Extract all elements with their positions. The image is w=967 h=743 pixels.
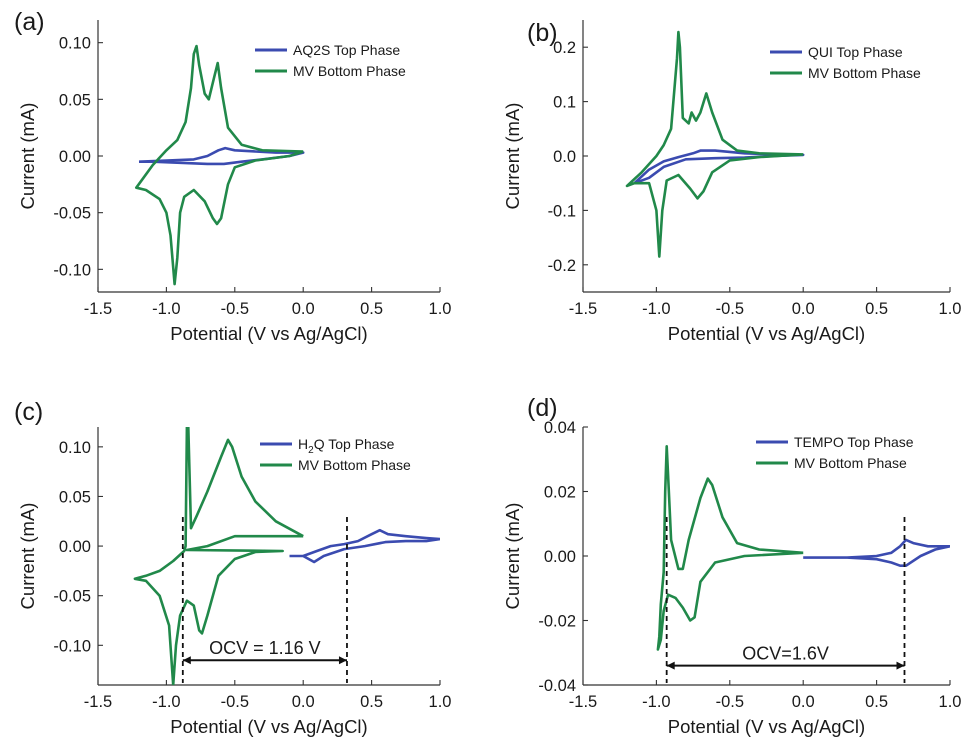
y-axis-label: Current (mA) bbox=[17, 103, 38, 210]
y-tick-label: -0.05 bbox=[53, 588, 91, 606]
ocv-arrowhead-right bbox=[896, 661, 905, 670]
panel-label: (c) bbox=[14, 398, 43, 426]
x-tick-label: 1.0 bbox=[429, 300, 452, 318]
y-tick-label: -0.02 bbox=[538, 613, 576, 631]
panel-3: (c) -1.5 -1.0 -0.5 0.0 0.5 1.0 -0.10 -0.05 0.00 0.… bbox=[14, 398, 451, 737]
x-tick-label: 0.5 bbox=[360, 300, 383, 318]
x-tick-label: -1.0 bbox=[642, 693, 670, 711]
x-axis-label: Potential (V vs Ag/AgCl) bbox=[170, 716, 367, 737]
x-tick-label: -1.0 bbox=[642, 300, 670, 318]
x-tick-label: 0.5 bbox=[865, 693, 888, 711]
x-tick-label: 1.0 bbox=[939, 300, 962, 318]
x-tick-label: 0.5 bbox=[865, 300, 888, 318]
x-axis-label: Potential (V vs Ag/AgCl) bbox=[668, 323, 865, 344]
legend-label: H2Q Top Phase bbox=[298, 436, 395, 456]
y-tick-label: -0.10 bbox=[53, 637, 91, 655]
y-tick-label: 0.1 bbox=[553, 94, 576, 112]
y-tick-label: 0.05 bbox=[59, 488, 91, 506]
x-tick-label: 1.0 bbox=[429, 693, 452, 711]
legend-label: TEMPO Top Phase bbox=[794, 434, 914, 450]
y-tick-label: -0.1 bbox=[548, 202, 576, 220]
series-line-top-phase bbox=[803, 538, 950, 567]
x-tick-label: -0.5 bbox=[221, 693, 249, 711]
ocv-label: OCV = 1.16 V bbox=[209, 638, 321, 658]
panel-label: (b) bbox=[527, 19, 558, 47]
x-tick-label: 0.5 bbox=[360, 693, 383, 711]
y-tick-label: 0.10 bbox=[59, 439, 91, 457]
series-line-top-phase bbox=[138, 146, 305, 166]
series-line-bottom-phase bbox=[656, 445, 804, 651]
x-tick-label: -1.0 bbox=[152, 693, 180, 711]
x-tick-label: -1.5 bbox=[84, 300, 112, 318]
legend-label: MV Bottom Phase bbox=[808, 65, 921, 81]
legend-label: MV Bottom Phase bbox=[298, 457, 411, 473]
x-tick-label: 1.0 bbox=[939, 693, 962, 711]
y-axis-label: Current (mA) bbox=[502, 503, 523, 610]
panel-label: (a) bbox=[14, 8, 45, 36]
x-tick-label: -1.5 bbox=[569, 693, 597, 711]
y-axis-label: Current (mA) bbox=[17, 503, 38, 610]
y-tick-label: 0.05 bbox=[59, 91, 91, 109]
legend-label: AQ2S Top Phase bbox=[293, 42, 400, 58]
y-tick-label: 0.2 bbox=[553, 39, 576, 57]
panel-2: (b) -1.5 -1.0 -0.5 0.0 0.5 1.0 -0.2 -0.1 0.0 0.1 0.… bbox=[502, 19, 961, 344]
y-axis-label: Current (mA) bbox=[502, 103, 523, 210]
y-tick-label: 0.04 bbox=[544, 419, 576, 437]
y-tick-label: -0.05 bbox=[53, 205, 91, 223]
series-line-top-phase bbox=[289, 528, 440, 564]
x-axis-label: Potential (V vs Ag/AgCl) bbox=[668, 716, 865, 737]
legend-label: QUI Top Phase bbox=[808, 44, 903, 60]
x-tick-label: 0.0 bbox=[292, 693, 315, 711]
panel-1: (a) -1.5 -1.0 -0.5 0.0 0.5 1.0 -0.10 -0.05 0.00 0.… bbox=[14, 8, 451, 344]
legend-label: MV Bottom Phase bbox=[794, 455, 907, 471]
x-tick-label: -1.0 bbox=[152, 300, 180, 318]
ocv-label: OCV=1.6V bbox=[742, 644, 829, 664]
y-tick-label: 0.02 bbox=[544, 484, 576, 502]
ocv-arrowhead-left bbox=[182, 656, 191, 665]
y-tick-label: 0.00 bbox=[59, 538, 91, 556]
y-tick-label: 0.00 bbox=[59, 148, 91, 166]
x-tick-label: 0.0 bbox=[792, 300, 815, 318]
series-line-bottom-phase bbox=[133, 427, 304, 685]
x-tick-label: -1.5 bbox=[84, 693, 112, 711]
y-tick-label: -0.2 bbox=[548, 257, 576, 275]
y-tick-label: 0.10 bbox=[59, 35, 91, 53]
y-tick-label: -0.10 bbox=[53, 261, 91, 279]
x-tick-label: 0.0 bbox=[292, 300, 315, 318]
ocv-arrowhead-right bbox=[338, 656, 347, 665]
x-tick-label: -1.5 bbox=[569, 300, 597, 318]
x-tick-label: -0.5 bbox=[716, 300, 744, 318]
series-line-bottom-phase bbox=[135, 44, 304, 286]
x-tick-label: 0.0 bbox=[792, 693, 815, 711]
ocv-arrowhead-left bbox=[666, 661, 675, 670]
y-tick-label: 0.0 bbox=[553, 148, 576, 166]
x-axis-label: Potential (V vs Ag/AgCl) bbox=[170, 323, 367, 344]
series-line-bottom-phase bbox=[625, 30, 804, 258]
x-tick-label: -0.5 bbox=[221, 300, 249, 318]
panel-label: (d) bbox=[527, 394, 558, 422]
x-tick-label: -0.5 bbox=[716, 693, 744, 711]
y-tick-label: -0.04 bbox=[538, 677, 576, 695]
legend-label: MV Bottom Phase bbox=[293, 63, 406, 79]
panel-4: (d) -1.5 -1.0 -0.5 0.0 0.5 1.0 -0.04 -0.02 0.00 0.… bbox=[502, 394, 961, 737]
y-tick-label: 0.00 bbox=[544, 548, 576, 566]
